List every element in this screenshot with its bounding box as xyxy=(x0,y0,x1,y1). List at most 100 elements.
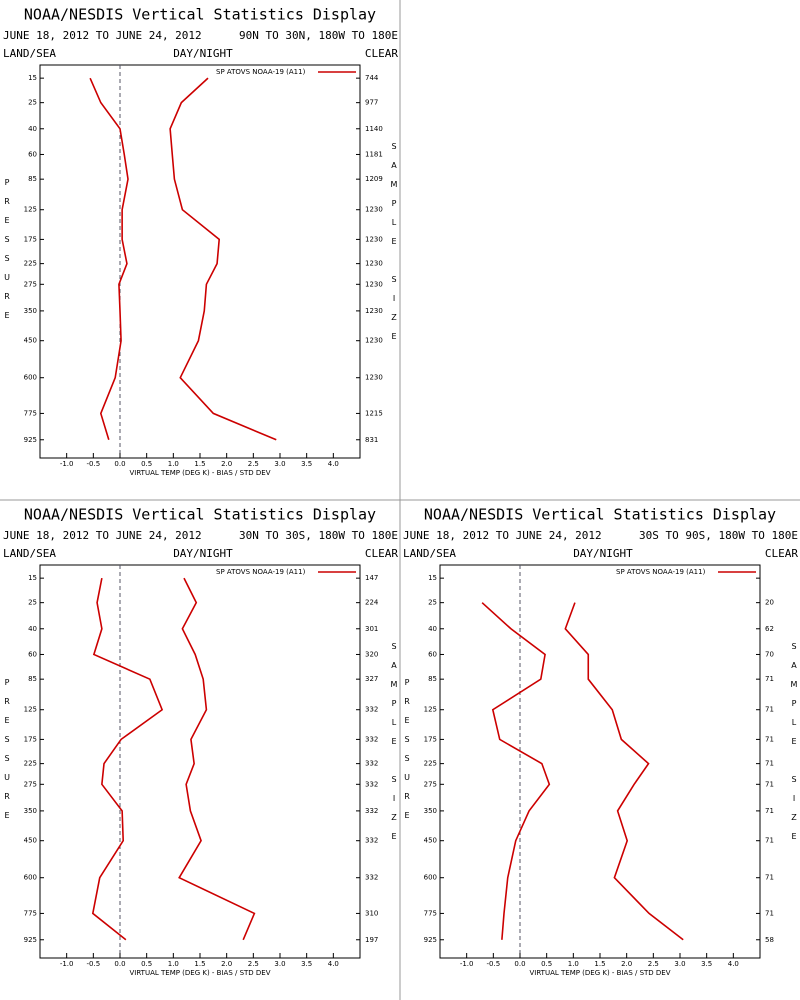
y-tick-label: 25 xyxy=(428,599,437,607)
x-tick-label: -0.5 xyxy=(86,460,100,468)
y-tick-label: 40 xyxy=(28,125,37,133)
y-tick-label: 600 xyxy=(24,374,37,382)
sample-size: 71 xyxy=(765,780,774,788)
sample-size: 332 xyxy=(365,874,378,882)
y-tick-label: 450 xyxy=(24,337,37,345)
sample-size: 1230 xyxy=(365,374,383,382)
y-tick-label: 25 xyxy=(28,99,37,107)
sample-size: 62 xyxy=(765,625,774,633)
sample-size: 1209 xyxy=(365,175,383,183)
y-tick-label: 60 xyxy=(428,650,437,658)
sample-size: 831 xyxy=(365,436,378,444)
x-axis-label: VIRTUAL TEMP (DEG K) - BIAS / STD DEV xyxy=(529,969,670,977)
y-tick-label: 225 xyxy=(424,760,437,768)
sample-size: 332 xyxy=(365,735,378,743)
sample-size: 332 xyxy=(365,780,378,788)
y-tick-label: 40 xyxy=(428,625,437,633)
y2-axis-label: SAMPLE SIZE xyxy=(790,642,799,851)
x-tick-label: 0.0 xyxy=(114,460,125,468)
panel: NOAA/NESDIS Vertical Statistics Display J… xyxy=(3,506,399,978)
sample-size: 20 xyxy=(765,599,774,607)
chart-title: NOAA/NESDIS Vertical Statistics Display xyxy=(24,6,376,24)
sample-size: 301 xyxy=(365,625,378,633)
x-tick-label: 1.5 xyxy=(194,460,205,468)
y-tick-label: 125 xyxy=(24,206,37,214)
sample-size: 1140 xyxy=(365,125,383,133)
sample-size: 332 xyxy=(365,706,378,714)
y-tick-label: 600 xyxy=(424,874,437,882)
sample-size: 332 xyxy=(365,760,378,768)
header-right: CLEAR xyxy=(365,547,398,560)
x-tick-label: 4.0 xyxy=(328,960,339,968)
sample-size: 71 xyxy=(765,837,774,845)
y-tick-label: 85 xyxy=(428,675,437,683)
header-center: DAY/NIGHT xyxy=(173,547,233,560)
sample-size: 977 xyxy=(365,99,378,107)
region: 90N TO 30N, 180W TO 180E xyxy=(239,29,398,42)
x-tick-label: -0.5 xyxy=(486,960,500,968)
sample-size: 147 xyxy=(365,574,378,582)
y-tick-label: 775 xyxy=(424,909,437,917)
std-dev-line xyxy=(178,577,256,941)
header-left: LAND/SEA xyxy=(3,47,56,60)
x-tick-label: -1.0 xyxy=(460,960,474,968)
header-left: LAND/SEA xyxy=(403,547,456,560)
sample-size: 71 xyxy=(765,675,774,683)
y-tick-label: 40 xyxy=(28,625,37,633)
sample-size: 71 xyxy=(765,807,774,815)
date-range: JUNE 18, 2012 TO JUNE 24, 2012 xyxy=(3,29,202,42)
sample-size: 71 xyxy=(765,874,774,882)
header-right: CLEAR xyxy=(765,547,798,560)
sample-size: 744 xyxy=(365,74,379,82)
panel: NOAA/NESDIS Vertical Statistics Display J… xyxy=(3,6,399,478)
y-tick-label: 450 xyxy=(24,837,37,845)
x-tick-label: 2.5 xyxy=(248,960,259,968)
y-tick-label: 15 xyxy=(28,574,37,582)
sample-size: 71 xyxy=(765,760,774,768)
x-tick-label: 1.0 xyxy=(568,960,579,968)
header-center: DAY/NIGHT xyxy=(573,547,633,560)
sample-size: 58 xyxy=(765,936,774,944)
sample-size: 327 xyxy=(365,675,378,683)
header-left: LAND/SEA xyxy=(3,547,56,560)
sample-size: 1230 xyxy=(365,206,383,214)
plot-frame xyxy=(39,564,361,959)
sample-size: 1230 xyxy=(365,260,383,268)
header-center: DAY/NIGHT xyxy=(173,47,233,60)
y-tick-label: 85 xyxy=(28,175,37,183)
legend-label: SP ATOVS NOAA-19 (A11) xyxy=(216,568,306,576)
y-tick-label: 175 xyxy=(24,735,37,743)
x-tick-label: 2.0 xyxy=(621,960,632,968)
sample-size: 71 xyxy=(765,735,774,743)
sample-size: 197 xyxy=(365,936,378,944)
x-tick-label: 1.0 xyxy=(168,460,179,468)
x-tick-label: -0.5 xyxy=(86,960,100,968)
y-tick-label: 175 xyxy=(424,735,437,743)
y2-axis-label: SAMPLE SIZE xyxy=(390,642,399,851)
x-axis-label: VIRTUAL TEMP (DEG K) - BIAS / STD DEV xyxy=(129,969,270,977)
sample-size: 332 xyxy=(365,807,378,815)
x-tick-label: 1.5 xyxy=(594,960,605,968)
y-tick-label: 125 xyxy=(24,706,37,714)
y-tick-label: 350 xyxy=(424,807,437,815)
x-tick-label: 2.0 xyxy=(221,460,232,468)
header-right: CLEAR xyxy=(365,47,398,60)
x-tick-label: 2.0 xyxy=(221,960,232,968)
sample-size: 1230 xyxy=(365,337,383,345)
x-tick-label: 3.0 xyxy=(274,460,285,468)
y-tick-label: 15 xyxy=(428,574,437,582)
y-tick-label: 275 xyxy=(424,780,437,788)
x-tick-label: 2.5 xyxy=(648,960,659,968)
y-tick-label: 350 xyxy=(24,307,37,315)
panel: NOAA/NESDIS Vertical Statistics Display J… xyxy=(403,506,799,978)
sample-size: 71 xyxy=(765,706,774,714)
bias-line xyxy=(89,77,129,441)
legend-label: SP ATOVS NOAA-19 (A11) xyxy=(616,568,706,576)
sample-size: 310 xyxy=(365,909,378,917)
y-tick-label: 275 xyxy=(24,280,37,288)
chart-title: NOAA/NESDIS Vertical Statistics Display xyxy=(24,506,376,524)
y-tick-label: 25 xyxy=(28,599,37,607)
sample-size: 1230 xyxy=(365,280,383,288)
plot-frame xyxy=(439,564,761,959)
